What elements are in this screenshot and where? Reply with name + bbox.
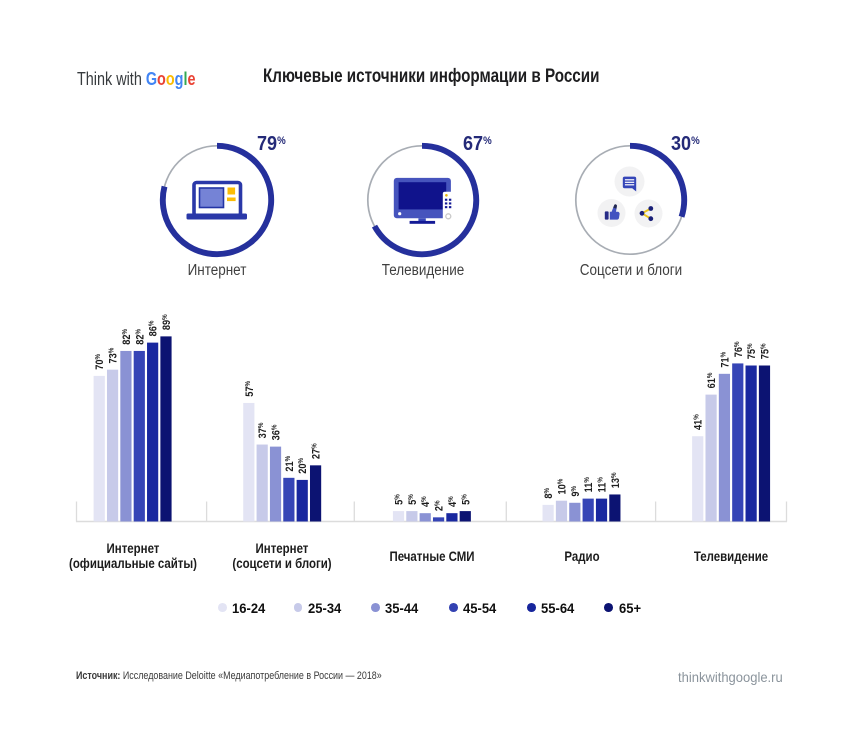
- svg-text:4%: 4%: [421, 496, 433, 507]
- svg-text:11%: 11%: [597, 477, 609, 492]
- svg-text:82%: 82%: [135, 329, 147, 345]
- svg-text:5%: 5%: [461, 494, 473, 505]
- svg-text:5%: 5%: [394, 494, 406, 505]
- svg-text:73%: 73%: [108, 348, 120, 364]
- svg-text:41%: 41%: [693, 414, 705, 430]
- svg-text:89%: 89%: [161, 314, 173, 330]
- svg-text:71%: 71%: [720, 352, 732, 368]
- svg-text:4%: 4%: [447, 496, 459, 507]
- svg-text:11%: 11%: [584, 477, 596, 492]
- svg-text:75%: 75%: [760, 343, 772, 359]
- svg-text:9%: 9%: [570, 486, 582, 497]
- svg-text:75%: 75%: [746, 343, 758, 359]
- svg-text:20%: 20%: [298, 458, 310, 474]
- svg-text:37%: 37%: [258, 422, 270, 438]
- svg-text:13%: 13%: [610, 472, 622, 488]
- svg-text:21%: 21%: [284, 456, 296, 472]
- svg-text:2%: 2%: [434, 500, 446, 511]
- svg-text:76%: 76%: [733, 341, 745, 357]
- svg-text:70%: 70%: [95, 354, 107, 370]
- svg-text:10%: 10%: [557, 479, 569, 495]
- svg-text:86%: 86%: [148, 321, 160, 337]
- svg-text:36%: 36%: [271, 425, 283, 441]
- svg-text:61%: 61%: [706, 373, 718, 389]
- svg-text:5%: 5%: [407, 494, 419, 505]
- svg-text:8%: 8%: [543, 488, 555, 499]
- svg-text:27%: 27%: [311, 443, 323, 459]
- svg-text:82%: 82%: [121, 329, 133, 345]
- svg-text:57%: 57%: [244, 381, 256, 397]
